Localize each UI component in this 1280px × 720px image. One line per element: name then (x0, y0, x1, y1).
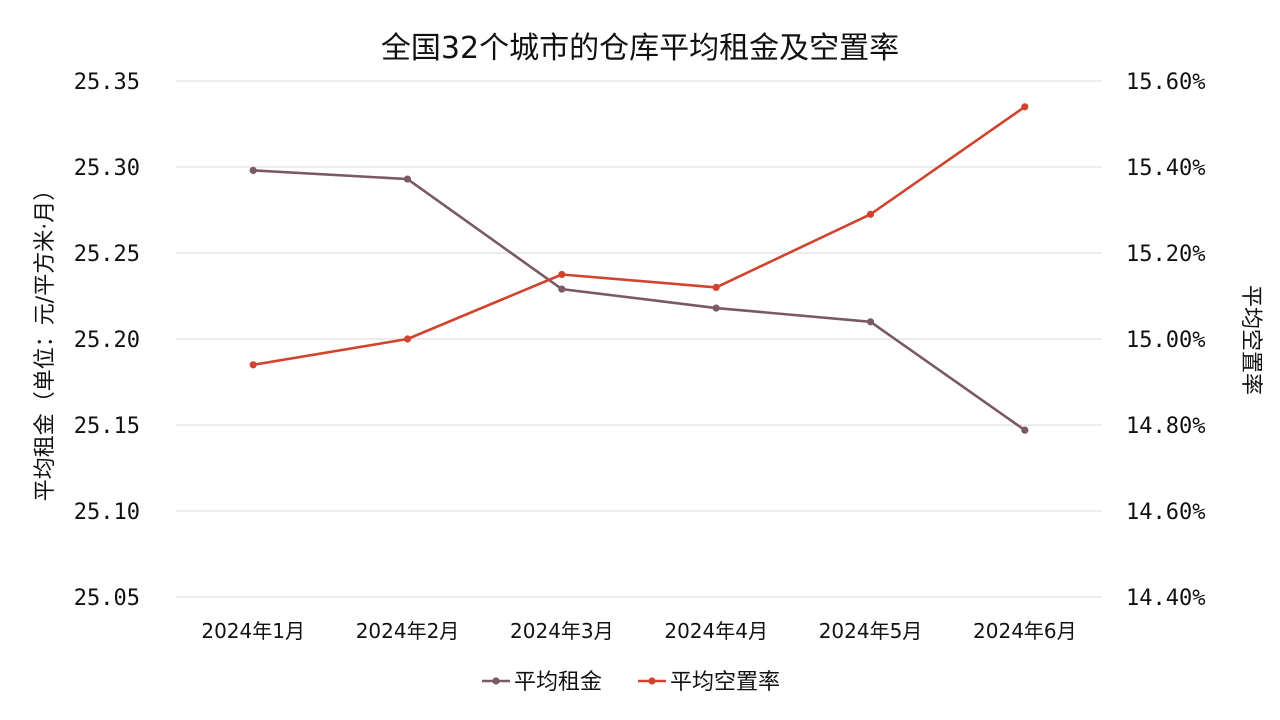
right-tick-label: 15.60% (1126, 70, 1205, 95)
left-tick-label: 25.35 (74, 70, 140, 95)
chart-title: 全国32个城市的仓库平均租金及空置率 (381, 31, 899, 66)
left-tick-label: 25.15 (74, 414, 140, 439)
series-layer (249, 103, 1029, 434)
left-tick-label: 25.10 (74, 500, 140, 525)
data-point (866, 318, 875, 326)
data-point (1021, 103, 1029, 111)
right-tick-label: 14.40% (1126, 586, 1205, 611)
right-tick-label: 14.60% (1126, 500, 1205, 525)
data-point (403, 175, 412, 183)
right-tick-label: 15.00% (1126, 328, 1205, 353)
left-axis-label: 平均租金（单位：元/平方米·月） (33, 179, 58, 501)
x-tick-label: 2024年6月 (973, 619, 1077, 643)
x-tick-label: 2024年5月 (819, 619, 923, 643)
right-tick-label: 15.20% (1126, 242, 1205, 267)
x-axis-ticks: 2024年1月 2024年2月 2024年3月 2024年4月 2024年5月 2024年… (201, 619, 1076, 643)
data-point (403, 335, 412, 343)
left-tick-label: 25.30 (74, 156, 140, 181)
legend-swatch-marker (492, 677, 500, 685)
legend-label: 平均租金 (514, 670, 602, 695)
data-point (558, 270, 566, 279)
legend: 平均租金 平均空置率 (482, 670, 780, 695)
gridlines (176, 80, 1102, 598)
data-point (712, 283, 720, 291)
data-point (249, 361, 257, 369)
data-point (558, 285, 566, 293)
right-tick-label: 15.40% (1126, 156, 1205, 181)
right-axis-ticks: 15.60% 15.40% 15.20% 15.00% 14.80% 14.60% 14.4… (1126, 70, 1205, 611)
x-tick-label: 2024年4月 (664, 619, 768, 643)
legend-label: 平均空置率 (670, 670, 780, 695)
right-axis-label: 平均空置率 (1238, 285, 1263, 395)
x-tick-label: 2024年1月 (201, 619, 305, 643)
right-tick-label: 14.80% (1126, 414, 1205, 439)
data-point (866, 210, 875, 218)
legend-swatch-marker (648, 677, 656, 685)
data-point (1021, 426, 1029, 434)
left-tick-label: 25.25 (74, 242, 140, 267)
left-tick-label: 25.20 (74, 328, 140, 353)
left-axis-ticks: 25.35 25.30 25.25 25.20 25.15 25.10 25.05 (74, 70, 140, 611)
x-tick-label: 2024年3月 (510, 619, 614, 643)
left-tick-label: 25.05 (74, 586, 140, 611)
data-point (249, 166, 257, 175)
series-line-1 (252, 105, 1026, 367)
x-tick-label: 2024年2月 (356, 619, 460, 643)
series-line-0 (253, 169, 1026, 432)
data-point (712, 304, 720, 312)
